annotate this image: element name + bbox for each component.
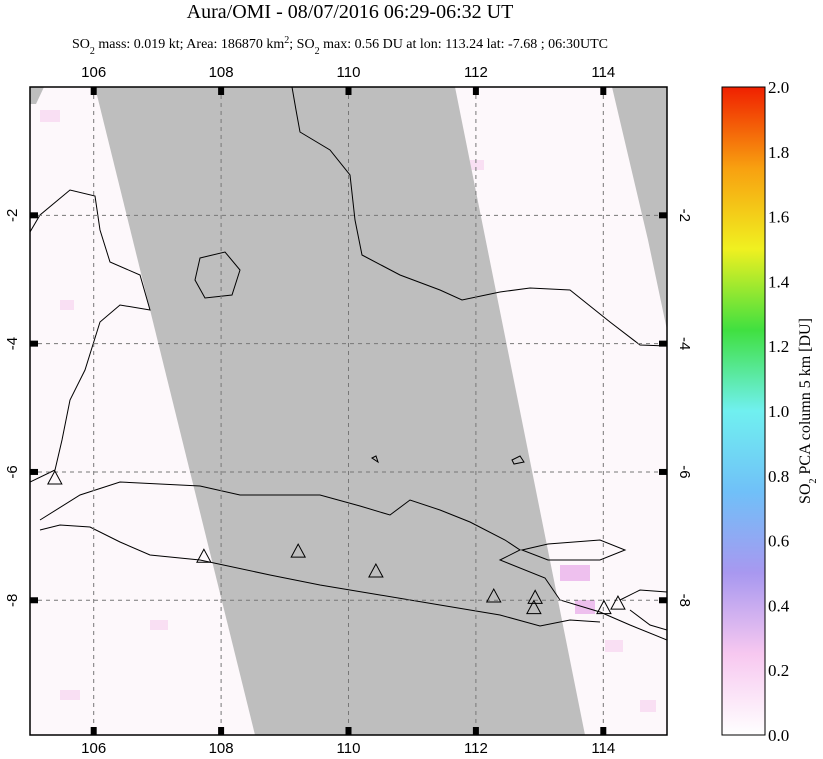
y-tick-label: -2 bbox=[676, 209, 693, 222]
colorbar-tick-label: 0.2 bbox=[768, 661, 789, 680]
colorbar-tick-label: 1.2 bbox=[768, 337, 789, 356]
chart-title: Aura/OMI - 08/07/2016 06:29-06:32 UT bbox=[187, 1, 514, 23]
colorbar bbox=[721, 86, 766, 736]
text-part: 2 bbox=[90, 46, 95, 57]
colorbar-tick-label: 0.4 bbox=[768, 596, 790, 615]
x-tick-label: 112 bbox=[464, 64, 488, 81]
text-part: max: 0.56 DU at lon: 113.24 lat: -7.68 ;… bbox=[320, 37, 608, 52]
volcano bbox=[485, 588, 502, 603]
y-tick-label: -6 bbox=[676, 465, 693, 478]
x-tick-label: 114 bbox=[591, 740, 615, 757]
x-tick-label: 106 bbox=[81, 64, 106, 81]
coastlines bbox=[30, 87, 667, 641]
volcano bbox=[47, 469, 63, 485]
volcano bbox=[196, 548, 212, 563]
no-data-swath bbox=[612, 87, 667, 330]
colorbar-tick-label: 1.6 bbox=[768, 208, 789, 227]
y-tick-label: -6 bbox=[4, 465, 21, 478]
volcano bbox=[368, 562, 384, 578]
map-area bbox=[30, 87, 667, 735]
x-tick-label: 112 bbox=[464, 740, 488, 757]
text-part: 2 bbox=[284, 35, 289, 46]
y-tick-label: -4 bbox=[676, 337, 693, 350]
colorbar-tick-label: 2.0 bbox=[768, 78, 789, 97]
no-data-swath bbox=[30, 87, 44, 104]
colorbar-tick-label: 0.0 bbox=[768, 726, 789, 745]
y-tick-label: -8 bbox=[676, 594, 693, 607]
text-part: mass: 0.019 kt; Area: 186870 km bbox=[95, 37, 284, 52]
text-part: 2 bbox=[315, 46, 320, 57]
text-part: SO bbox=[72, 37, 90, 52]
x-tick-label: 108 bbox=[209, 64, 234, 81]
no-data-swath bbox=[95, 87, 585, 735]
colorbar-tick-label: 0.6 bbox=[768, 532, 789, 551]
x-tick-label: 106 bbox=[81, 740, 106, 757]
y-tick-label: -8 bbox=[4, 594, 21, 607]
volcano bbox=[610, 595, 626, 610]
colorbar-label: SO2 PCA column 5 km [DU] bbox=[797, 318, 819, 504]
colorbar-tick-label: 1.8 bbox=[768, 143, 789, 162]
x-tick-label: 108 bbox=[209, 740, 234, 757]
volcano bbox=[596, 599, 612, 615]
text-part: SO bbox=[797, 484, 814, 504]
volcano bbox=[290, 543, 307, 558]
text-part: 2 bbox=[808, 479, 819, 484]
colorbar-tick-label: 0.8 bbox=[768, 467, 789, 486]
volcano bbox=[526, 599, 542, 615]
x-tick-label: 110 bbox=[337, 740, 361, 757]
text-part: PCA column 5 km [DU] bbox=[797, 318, 814, 478]
y-tick-label: -2 bbox=[4, 209, 21, 222]
subtitle: SO2 mass: 0.019 kt; Area: 186870 km2; SO… bbox=[72, 35, 608, 57]
x-tick-label: 110 bbox=[337, 64, 361, 81]
colorbar-tick-label: 1.4 bbox=[768, 272, 790, 291]
x-tick-label: 114 bbox=[591, 64, 615, 81]
y-tick-label: -4 bbox=[4, 337, 21, 350]
colorbar-tick-label: 1.0 bbox=[768, 402, 789, 421]
text-part: ; SO bbox=[289, 37, 314, 52]
noise bbox=[40, 110, 656, 712]
